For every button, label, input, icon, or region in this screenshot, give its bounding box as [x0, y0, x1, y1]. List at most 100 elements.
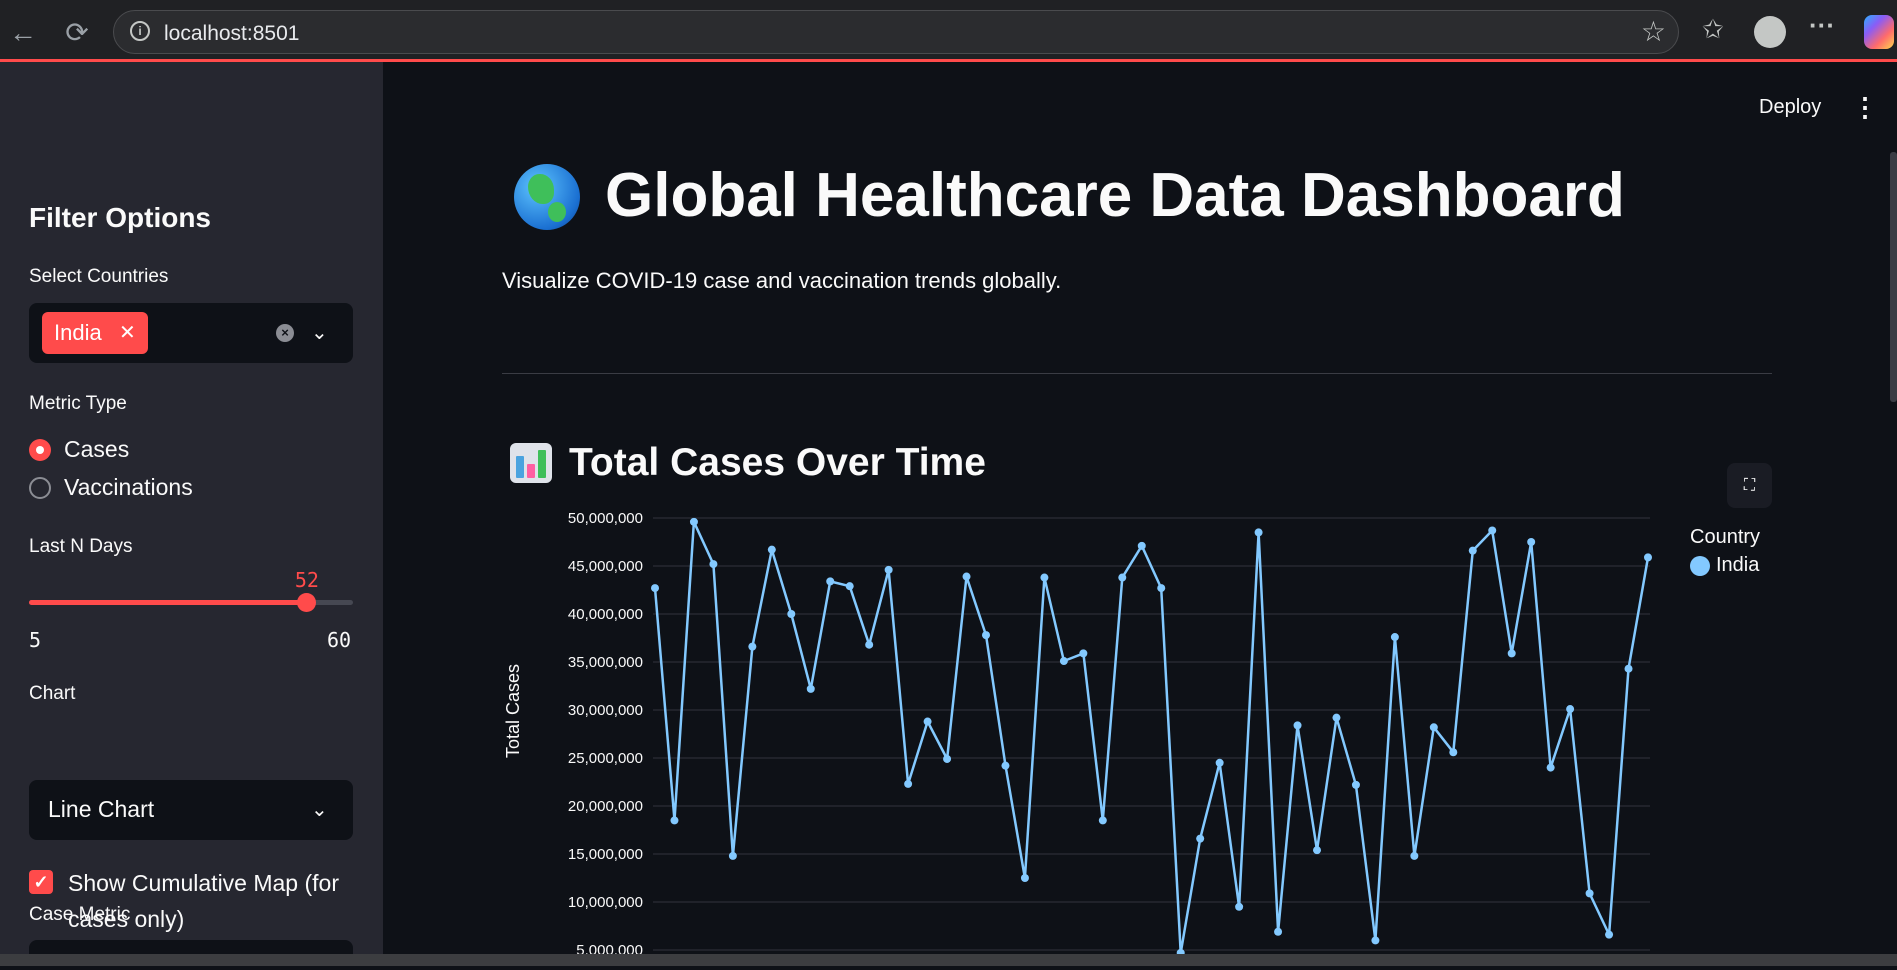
- line-chart: 50,000,000 45,000,000 40,000,000 35,000,000…: [568, 510, 1652, 954]
- data-point[interactable]: [982, 631, 990, 640]
- remove-tag-icon[interactable]: ✕: [118, 322, 136, 344]
- data-point[interactable]: [1351, 780, 1360, 789]
- data-point[interactable]: [1313, 846, 1321, 855]
- data-point[interactable]: [1020, 874, 1029, 882]
- data-point[interactable]: [806, 684, 815, 693]
- cumulative-checkbox[interactable]: ✓: [29, 870, 53, 894]
- radio-cases[interactable]: [29, 439, 51, 461]
- data-point[interactable]: [1176, 948, 1185, 954]
- data-point[interactable]: [787, 610, 796, 618]
- data-point[interactable]: [1098, 816, 1107, 825]
- chevron-down-icon[interactable]: ⌄: [311, 799, 328, 821]
- data-point[interactable]: [1059, 657, 1068, 666]
- data-point[interactable]: [1449, 748, 1458, 757]
- legend-swatch: [1690, 556, 1710, 576]
- clear-icon[interactable]: ×: [276, 324, 294, 342]
- data-point[interactable]: [670, 816, 679, 825]
- days-min-label: 5: [29, 628, 42, 652]
- y-tick-label: 10,000,000: [568, 894, 643, 911]
- metric-label: Metric Type: [29, 393, 127, 414]
- more-icon[interactable]: ···: [1809, 10, 1835, 40]
- data-point[interactable]: [1468, 546, 1477, 555]
- data-point[interactable]: [1644, 553, 1652, 562]
- data-point[interactable]: [1566, 705, 1575, 714]
- page-subtitle: Visualize COVID-19 case and vaccination …: [502, 268, 1062, 293]
- days-slider[interactable]: [29, 593, 353, 612]
- data-point[interactable]: [1390, 633, 1399, 642]
- data-point[interactable]: [962, 572, 971, 581]
- data-point[interactable]: [651, 584, 659, 593]
- back-arrow-icon[interactable]: ←: [9, 17, 37, 48]
- data-point[interactable]: [1254, 528, 1263, 537]
- days-slider-value: 52: [294, 568, 319, 592]
- favorites-icon[interactable]: ✩: [1702, 14, 1724, 44]
- data-point[interactable]: [826, 577, 835, 586]
- data-point[interactable]: [1293, 721, 1302, 730]
- data-point[interactable]: [1371, 936, 1380, 945]
- data-point[interactable]: [1488, 526, 1497, 535]
- data-point[interactable]: [709, 560, 718, 569]
- series-line-india: [653, 520, 1650, 954]
- data-point[interactable]: [1215, 758, 1224, 767]
- data-point[interactable]: [865, 640, 874, 649]
- legend-title: Country: [1690, 526, 1761, 548]
- data-point[interactable]: [943, 754, 952, 763]
- data-point[interactable]: [1079, 649, 1088, 658]
- data-point[interactable]: [1118, 573, 1127, 582]
- address-bar[interactable]: i localhost:8501 ☆: [113, 10, 1679, 54]
- days-slider-thumb[interactable]: [296, 593, 316, 612]
- data-point[interactable]: [1546, 763, 1555, 772]
- data-point[interactable]: [845, 582, 854, 591]
- globe-icon: [514, 164, 580, 230]
- data-point[interactable]: [1624, 664, 1633, 673]
- data-point[interactable]: [1157, 584, 1166, 593]
- data-point[interactable]: [1332, 713, 1341, 722]
- data-point[interactable]: [1137, 541, 1146, 550]
- data-point[interactable]: [1001, 761, 1010, 770]
- reload-icon[interactable]: ⟳: [65, 17, 89, 48]
- data-point[interactable]: [884, 565, 893, 574]
- cumulative-label: Show Cumulative Map (for cases only): [68, 870, 339, 932]
- data-point[interactable]: [1410, 851, 1419, 860]
- data-point[interactable]: [1429, 723, 1438, 732]
- main-menu-icon[interactable]: ⋮: [1852, 92, 1878, 122]
- browser-toolbar: ← ⟳ i localhost:8501 ☆ ✩ ···: [0, 0, 1897, 62]
- divider: [502, 373, 1772, 374]
- countries-multiselect[interactable]: India ✕ × ⌄: [29, 303, 353, 363]
- data-point[interactable]: [923, 717, 932, 726]
- y-tick-label: 30,000,000: [568, 702, 643, 719]
- days-label: Last N Days: [29, 536, 133, 557]
- data-point[interactable]: [1507, 649, 1516, 658]
- chevron-down-icon[interactable]: ⌄: [311, 322, 328, 344]
- data-point[interactable]: [1585, 889, 1594, 898]
- chart-select[interactable]: Line Chart ⌄: [29, 780, 353, 840]
- radio-cases-label: Cases: [64, 436, 130, 462]
- star-icon[interactable]: ☆: [1640, 16, 1666, 47]
- url-text: localhost:8501: [164, 22, 300, 45]
- site-info-icon[interactable]: i: [130, 21, 150, 41]
- radio-vaccinations-label: Vaccinations: [64, 474, 193, 500]
- data-point[interactable]: [728, 851, 737, 860]
- scrollbar[interactable]: [1890, 152, 1897, 402]
- fullscreen-icon[interactable]: ⛶: [1727, 463, 1772, 508]
- data-point[interactable]: [1527, 538, 1536, 546]
- data-point[interactable]: [1235, 902, 1244, 911]
- data-point[interactable]: [748, 642, 757, 651]
- deploy-button[interactable]: Deploy: [1759, 96, 1822, 118]
- data-point[interactable]: [1605, 930, 1614, 939]
- data-point[interactable]: [904, 779, 913, 788]
- data-point[interactable]: [689, 517, 698, 526]
- data-point[interactable]: [1196, 834, 1205, 843]
- data-point[interactable]: [767, 545, 776, 554]
- window-bottom-edge: [0, 954, 1897, 966]
- radio-vaccinations[interactable]: [29, 477, 51, 499]
- countries-label: Select Countries: [29, 266, 169, 287]
- profile-avatar[interactable]: [1754, 16, 1786, 48]
- data-point[interactable]: [1040, 573, 1049, 582]
- y-tick-label: 25,000,000: [568, 750, 643, 767]
- country-tag: India ✕: [42, 312, 148, 354]
- data-point[interactable]: [1274, 927, 1283, 936]
- copilot-icon[interactable]: [1864, 15, 1894, 49]
- y-tick-label: 20,000,000: [568, 798, 643, 815]
- page-title: Global Healthcare Data Dashboard: [605, 161, 1625, 230]
